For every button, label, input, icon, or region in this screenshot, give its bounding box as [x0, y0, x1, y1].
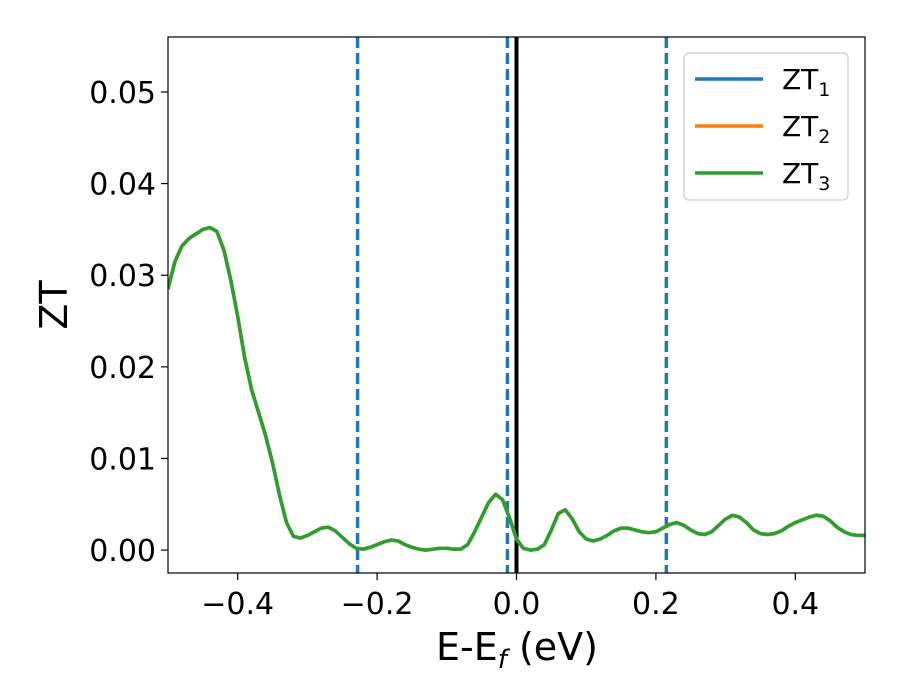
x-axis-title-main: E-E	[436, 625, 498, 669]
plot-area	[167, 36, 866, 574]
x-tick-label: 0.0	[493, 587, 541, 622]
y-axis-ticks: 0.00 0.01 0.02 0.03 0.04 0.05	[89, 76, 168, 569]
y-tick-label: 0.00	[89, 534, 156, 569]
legend-box	[683, 52, 849, 201]
x-tick-label: −0.2	[341, 587, 414, 622]
x-axis-title-unit: (eV)	[507, 625, 598, 669]
y-tick-label: 0.01	[89, 442, 156, 477]
x-tick-label: 0.4	[771, 587, 819, 622]
x-tick-label: −0.4	[201, 587, 274, 622]
legend-label-1: ZT1	[782, 63, 830, 101]
x-axis-ticks: −0.4 −0.2 0.0 0.2 0.4	[201, 573, 819, 622]
y-tick-label: 0.05	[89, 76, 156, 111]
x-tick-label: 0.2	[632, 587, 680, 622]
y-tick-label: 0.03	[89, 259, 156, 294]
y-tick-label: 0.02	[89, 351, 156, 386]
x-axis-title: E-Ef (eV)	[436, 625, 598, 675]
series-line-3	[168, 225, 865, 552]
legend-label-3: ZT3	[782, 157, 830, 195]
legend-label-2: ZT2	[782, 110, 830, 148]
y-tick-label: 0.04	[89, 168, 156, 203]
legend: ZT1 ZT2 ZT3	[683, 52, 849, 201]
y-axis-title: ZT	[32, 280, 76, 330]
